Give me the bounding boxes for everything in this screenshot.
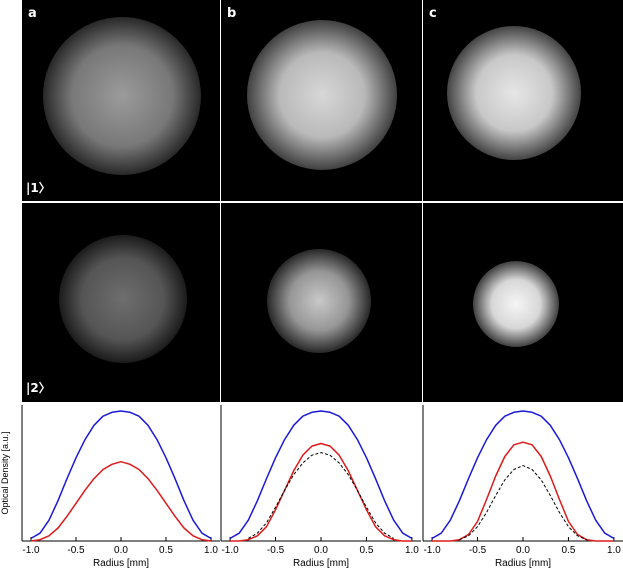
panel-label-c: c bbox=[429, 6, 437, 21]
x-tick-label: 0.5 bbox=[562, 545, 576, 556]
image-panel-a-state2: |2〉 bbox=[22, 203, 220, 402]
series-line bbox=[248, 452, 394, 539]
panel-label-a: a bbox=[28, 6, 37, 21]
atom-cloud-image bbox=[473, 261, 559, 347]
series-line bbox=[30, 410, 212, 540]
series-line bbox=[230, 442, 412, 542]
x-tick-label: 0.0 bbox=[114, 545, 128, 556]
x-tick-label: 0.0 bbox=[314, 545, 328, 556]
x-tick-label: 0.5 bbox=[159, 545, 173, 556]
x-tick-label: -0.5 bbox=[469, 545, 487, 556]
x-tick-label: 1.0 bbox=[204, 545, 218, 556]
image-panel-b-state2 bbox=[221, 203, 422, 402]
panel-label-b: b bbox=[227, 6, 237, 21]
x-tick-label: -1.0 bbox=[221, 545, 239, 556]
series-line bbox=[30, 460, 212, 542]
image-panel-c-state1: c bbox=[423, 0, 623, 201]
state-label-2: |2〉 bbox=[26, 381, 51, 395]
state-label-1: |1〉 bbox=[26, 181, 51, 195]
x-tick-label: 1.0 bbox=[405, 545, 419, 556]
series-line bbox=[432, 441, 614, 542]
image-panel-b-state1: b bbox=[221, 0, 422, 201]
x-tick-label: 0.5 bbox=[360, 545, 374, 556]
x-tick-label: 0.0 bbox=[516, 545, 530, 556]
series-line bbox=[229, 410, 413, 540]
atom-cloud-image bbox=[247, 20, 397, 170]
series-line bbox=[459, 465, 587, 541]
atom-cloud-image bbox=[59, 235, 187, 363]
x-tick-label: -0.5 bbox=[67, 545, 85, 556]
x-tick-label: -0.5 bbox=[267, 545, 285, 556]
atom-cloud-image bbox=[447, 26, 581, 160]
x-tick-label: -1.0 bbox=[423, 545, 441, 556]
image-panel-c-state2 bbox=[423, 203, 623, 402]
image-panel-a-state1: a |1〉 bbox=[22, 0, 220, 201]
x-axis-label: Radius [mm] bbox=[495, 558, 551, 569]
series-line bbox=[431, 410, 615, 540]
x-tick-label: 1.0 bbox=[607, 545, 621, 556]
atom-cloud-image bbox=[43, 17, 201, 175]
y-axis-label: Optical Density [a.u.] bbox=[0, 431, 10, 514]
x-axis-label: Radius [mm] bbox=[293, 558, 349, 569]
atom-cloud-image bbox=[267, 249, 371, 353]
x-tick-label: -1.0 bbox=[22, 545, 40, 556]
x-axis-label: Radius [mm] bbox=[93, 558, 149, 569]
